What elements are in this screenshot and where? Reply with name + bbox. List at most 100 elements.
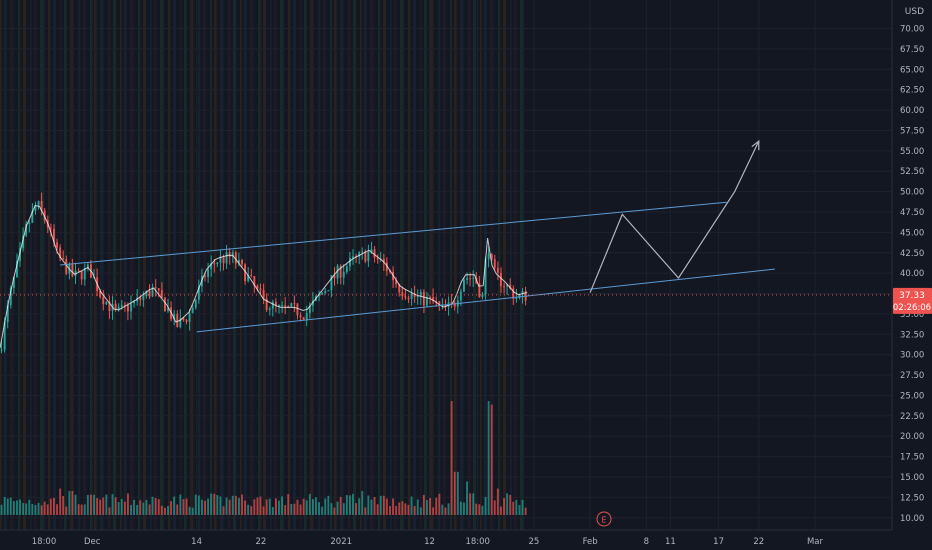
session-stripe — [364, 0, 367, 530]
candlesticks[interactable] — [0, 192, 528, 354]
candle-body — [373, 249, 376, 258]
candle-body — [167, 307, 169, 312]
candle-body — [0, 349, 3, 351]
volume-bar — [438, 493, 441, 515]
volume-bar — [342, 503, 345, 515]
volume-bar — [361, 491, 364, 515]
candle-body — [284, 305, 287, 307]
session-stripe — [203, 0, 207, 530]
volume-bar — [481, 505, 484, 515]
volume-bar — [197, 495, 200, 515]
candle-body — [278, 305, 280, 307]
volume-bar — [478, 504, 481, 515]
volume-bar — [130, 504, 132, 515]
candle-body — [234, 252, 237, 264]
candle-body — [429, 297, 431, 298]
candle-body — [453, 302, 456, 307]
candle-body — [339, 265, 342, 278]
volume-bar — [201, 499, 203, 515]
volume-bar — [296, 499, 299, 515]
candle-body — [438, 301, 441, 305]
volume-bar — [410, 496, 413, 515]
candle-body — [503, 286, 505, 288]
volume-bar — [210, 493, 213, 515]
candle-body — [404, 296, 407, 298]
volume-bar — [506, 493, 509, 515]
candle-body — [385, 262, 388, 271]
earnings-marker[interactable]: E — [596, 511, 612, 527]
volume-bar — [385, 498, 388, 515]
volume-bar — [268, 498, 271, 515]
candle-body — [65, 259, 68, 274]
price-tick-label: 50.00 — [900, 188, 924, 198]
price-axis[interactable] — [892, 0, 932, 530]
volume-bar — [318, 502, 320, 515]
candle-body — [241, 260, 243, 265]
session-stripe — [4, 0, 7, 530]
session-stripe — [184, 0, 187, 530]
volume-bar — [231, 495, 234, 515]
session-stripe — [228, 0, 231, 530]
session-stripe — [160, 0, 164, 530]
candle-body — [188, 313, 191, 322]
channel-upper-line — [60, 201, 727, 266]
candle-body — [238, 260, 240, 264]
volume-bar — [148, 504, 151, 515]
candle-body — [148, 290, 151, 297]
candle-body — [395, 280, 398, 285]
candle-body — [361, 251, 364, 253]
session-stripe — [383, 0, 387, 530]
candle-body — [484, 259, 487, 294]
candle-body — [182, 318, 185, 320]
volume-bar — [213, 493, 216, 515]
volume-bar — [96, 498, 99, 515]
volume-bar — [19, 499, 21, 515]
volume-bar — [145, 500, 148, 515]
volume-bar — [157, 499, 160, 515]
time-axis[interactable] — [0, 530, 892, 550]
candle-body — [413, 293, 416, 297]
volume-bar — [234, 495, 237, 515]
earnings-letter: E — [601, 516, 606, 525]
session-stripe — [18, 0, 21, 530]
candle-body — [216, 262, 219, 264]
volume-bar — [62, 496, 65, 515]
volume-bar — [287, 494, 290, 515]
candle-body — [25, 224, 28, 236]
session-stripe — [143, 0, 147, 530]
volume-bar — [262, 506, 265, 515]
moving-average-line — [0, 204, 528, 349]
volume-bar — [496, 488, 499, 515]
price-tick-label: 67.50 — [900, 45, 924, 55]
candle-body — [28, 222, 31, 224]
volume-bar — [376, 504, 379, 515]
session-stripe — [214, 0, 217, 530]
candle-body — [210, 263, 213, 270]
volume-bar — [225, 497, 228, 515]
volume-bar — [99, 499, 102, 515]
volume-bar — [12, 501, 15, 515]
candle-body — [204, 275, 206, 277]
candle-body — [410, 293, 413, 299]
session-stripe — [390, 0, 392, 530]
volume-bar — [114, 497, 117, 515]
volume-bar — [382, 495, 385, 515]
candle-body — [500, 272, 502, 287]
candle-body — [318, 294, 320, 297]
candle-body — [349, 258, 351, 267]
candle-body — [16, 260, 18, 277]
session-stripe — [53, 0, 57, 530]
drawings[interactable] — [60, 139, 775, 333]
candle-body — [154, 287, 157, 289]
session-stripe — [108, 0, 111, 530]
candle-body — [37, 201, 40, 207]
session-stripe — [270, 0, 272, 530]
candle-body — [459, 291, 462, 301]
volume-bar — [9, 497, 12, 515]
volume-bar — [349, 495, 351, 515]
volume-bar — [490, 404, 493, 515]
candle-body — [308, 305, 311, 314]
volume-bar — [413, 506, 416, 515]
volume-bar — [275, 498, 277, 515]
